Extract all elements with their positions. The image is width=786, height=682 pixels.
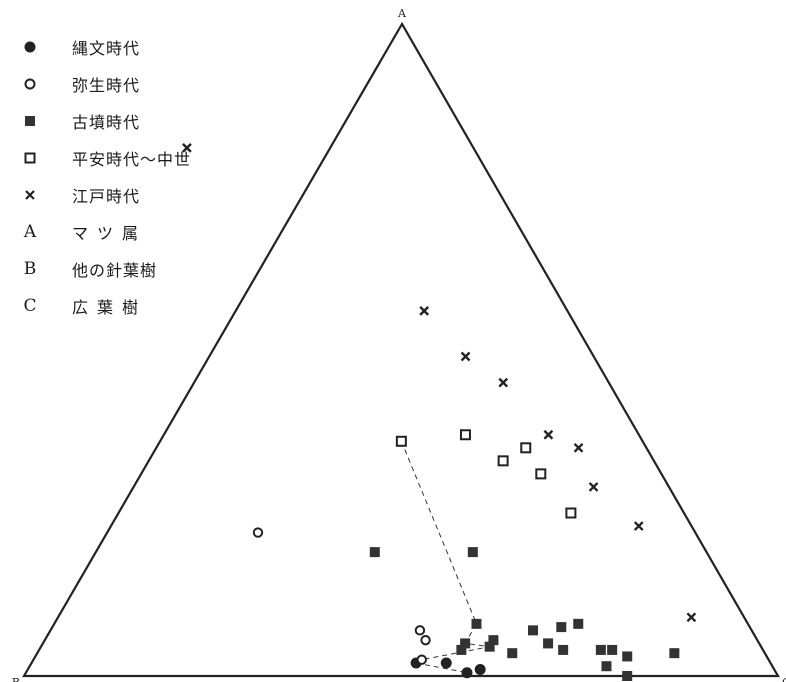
vertex-label-left: B xyxy=(12,676,20,682)
open-square-marker-icon xyxy=(18,146,42,170)
data-point-filled-square xyxy=(471,618,482,629)
vertex-labels: ABC xyxy=(12,7,786,682)
data-point-open-square xyxy=(520,442,532,454)
legend-item: A マツ属 xyxy=(18,213,191,250)
data-points xyxy=(182,143,697,681)
data-point-cross xyxy=(543,429,554,440)
vertex-label-right: C xyxy=(782,676,786,682)
open-circle-marker-icon xyxy=(18,72,42,96)
data-point-open-circle xyxy=(252,527,264,538)
data-point-filled-square xyxy=(556,622,567,633)
data-point-filled-square xyxy=(669,648,680,659)
legend-item: 縄文時代 xyxy=(18,28,191,65)
legend-item: 弥生時代 xyxy=(18,65,191,102)
legend-label: 縄文時代 xyxy=(72,38,141,58)
legend-item: 江戸時代 xyxy=(18,176,191,213)
data-point-cross xyxy=(419,306,430,316)
legend-label: マツ属 xyxy=(72,223,148,243)
data-point-filled-square xyxy=(573,618,584,629)
data-point-filled-square xyxy=(467,547,478,558)
data-point-filled-square xyxy=(369,547,380,558)
data-point-open-square xyxy=(497,455,509,467)
filled-square-marker-icon xyxy=(18,109,42,133)
data-point-filled-square xyxy=(488,635,499,646)
data-point-filled-square xyxy=(558,644,569,655)
data-point-open-square xyxy=(395,435,407,447)
data-point-filled-square xyxy=(484,641,495,652)
data-point-cross xyxy=(573,442,584,453)
triangle-outline xyxy=(22,21,780,678)
triangle-frame xyxy=(22,21,780,678)
legend-label: 広葉樹 xyxy=(72,297,148,317)
data-point-filled-square xyxy=(601,661,612,672)
data-point-open-square xyxy=(459,429,471,441)
data-point-open-square xyxy=(565,507,577,519)
data-point-filled-square xyxy=(622,651,633,662)
data-point-open-circle xyxy=(414,625,426,636)
data-point-filled-circle xyxy=(474,663,486,675)
legend-label: 古墳時代 xyxy=(72,112,141,132)
data-point-filled-square xyxy=(622,671,633,681)
legend-item: B 他の針葉樹 xyxy=(18,250,191,287)
data-point-filled-square xyxy=(456,644,467,655)
legend-item: C 広葉樹 xyxy=(18,287,191,324)
data-point-open-square xyxy=(535,468,547,480)
data-point-filled-square xyxy=(507,648,518,659)
data-point-cross xyxy=(588,482,599,492)
data-point-filled-square xyxy=(528,625,539,636)
data-point-cross xyxy=(686,612,697,623)
data-point-open-circle xyxy=(420,634,431,646)
filled-circle-marker-icon xyxy=(18,35,42,59)
vertex-letter: A xyxy=(23,221,37,242)
legend: 縄文時代 弥生時代 古墳時代 平安時代〜中世 江戸時代 A マツ属 B 他の針葉… xyxy=(18,28,191,324)
data-point-filled-square xyxy=(543,638,554,649)
legend-item: 平安時代〜中世 xyxy=(18,139,191,176)
legend-label: 弥生時代 xyxy=(72,75,141,95)
legend-item: 古墳時代 xyxy=(18,102,191,139)
data-point-cross xyxy=(498,377,509,388)
legend-label: 平安時代〜中世 xyxy=(72,149,192,169)
vertex-letter: C xyxy=(23,295,37,316)
data-point-open-circle xyxy=(416,654,427,665)
cross-marker-icon xyxy=(18,183,42,207)
data-point-cross xyxy=(633,521,644,531)
data-point-filled-square xyxy=(607,644,618,655)
data-point-filled-square xyxy=(460,638,471,649)
legend-label: 他の針葉樹 xyxy=(72,260,158,280)
data-point-filled-square xyxy=(595,644,606,655)
vertex-label-top: A xyxy=(397,7,407,20)
data-point-filled-circle xyxy=(440,657,452,669)
data-point-cross xyxy=(460,351,471,362)
legend-label: 江戸時代 xyxy=(72,186,141,206)
vertex-letter: B xyxy=(23,258,37,279)
data-point-cross xyxy=(182,143,192,153)
data-point-filled-circle xyxy=(461,667,473,679)
